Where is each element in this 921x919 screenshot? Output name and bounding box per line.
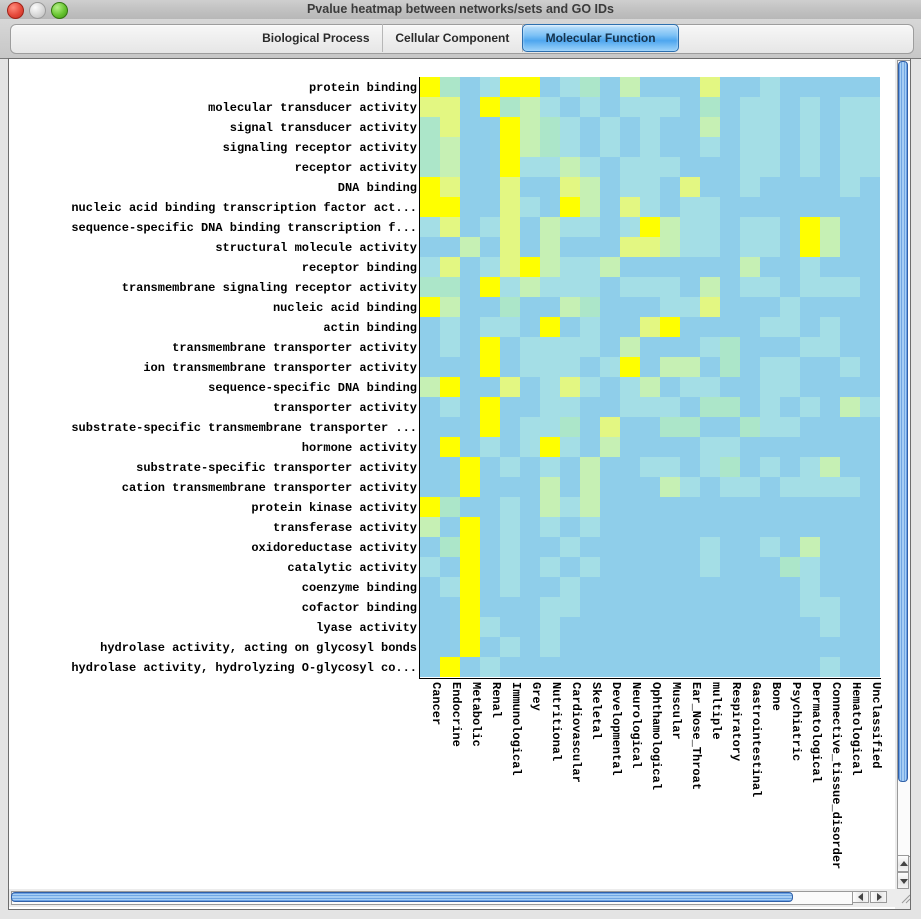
svg-text:Connective_tissue_disorder: Connective_tissue_disorder xyxy=(829,682,843,869)
svg-text:Neurological: Neurological xyxy=(629,682,643,768)
svg-text:multiple: multiple xyxy=(709,682,723,740)
svg-text:Immunological: Immunological xyxy=(509,682,523,776)
svg-text:Cancer: Cancer xyxy=(429,682,443,725)
svg-text:Gastrointestinal: Gastrointestinal xyxy=(749,682,763,797)
svg-text:Skeletal: Skeletal xyxy=(589,682,603,740)
svg-text:Hematological: Hematological xyxy=(849,682,863,776)
svg-text:Endocrine: Endocrine xyxy=(449,682,463,747)
svg-text:Unclassified: Unclassified xyxy=(869,682,883,768)
svg-text:Muscular: Muscular xyxy=(669,682,683,740)
svg-text:Bone: Bone xyxy=(769,682,783,711)
svg-text:Psychiatric: Psychiatric xyxy=(789,682,803,761)
svg-text:Nutritional: Nutritional xyxy=(549,682,563,761)
svg-text:Ophthamological: Ophthamological xyxy=(649,682,663,790)
svg-text:Grey: Grey xyxy=(529,682,543,711)
svg-text:Cardiovascular: Cardiovascular xyxy=(569,682,583,783)
svg-text:Metabolic: Metabolic xyxy=(469,682,483,747)
svg-text:Dermatological: Dermatological xyxy=(809,682,823,783)
svg-text:Ear_Nose_Throat: Ear_Nose_Throat xyxy=(689,682,703,790)
svg-text:Respiratory: Respiratory xyxy=(729,682,743,761)
svg-text:Renal: Renal xyxy=(489,682,503,718)
svg-text:Developmental: Developmental xyxy=(609,682,623,776)
